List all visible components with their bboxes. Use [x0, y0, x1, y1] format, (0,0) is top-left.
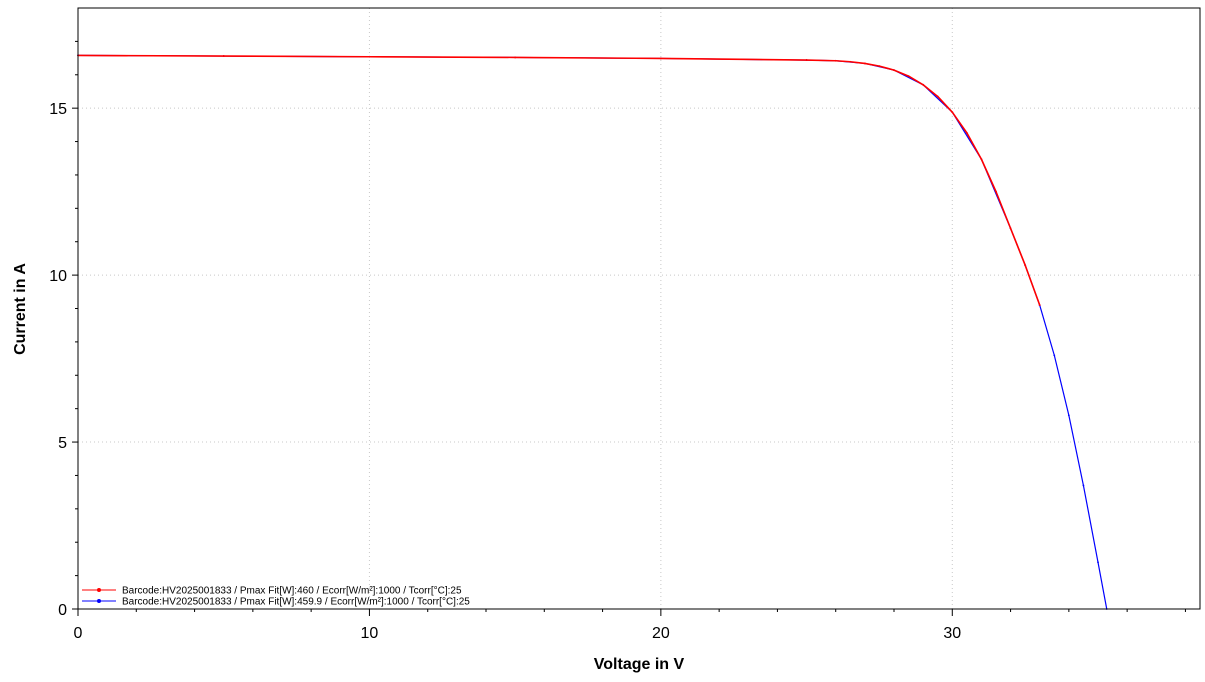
- legend-entry-1: Barcode:HV2025001833 / Pmax Fit[W]:460 /…: [122, 586, 462, 597]
- series-1-point: [980, 158, 983, 161]
- legend-entry-2: Barcode:HV2025001833 / Pmax Fit[W]:459.9…: [122, 597, 470, 608]
- series-1-point: [995, 190, 997, 193]
- x-axis-title: Voltage in V: [594, 656, 685, 673]
- series-1-point: [878, 65, 881, 67]
- y-tick-label: 10: [49, 268, 67, 285]
- x-tick-label: 20: [652, 625, 670, 642]
- x-tick-label: 10: [361, 625, 379, 642]
- legend-swatch-marker: [97, 599, 101, 603]
- series-1-point: [659, 57, 662, 60]
- x-tick-label: 0: [74, 625, 83, 642]
- series-1-point: [222, 55, 225, 57]
- series-1-point: [936, 95, 939, 98]
- y-tick-label: 5: [58, 435, 67, 452]
- series-2-point: [1067, 414, 1070, 417]
- series-1-point: [805, 59, 808, 61]
- series-1-point: [1009, 227, 1012, 230]
- x-tick-label: 30: [943, 625, 961, 642]
- y-tick-label: 0: [58, 602, 67, 619]
- y-axis-title: Current in A: [12, 263, 29, 355]
- series-2-point: [1097, 561, 1099, 564]
- y-tick-label: 15: [49, 101, 67, 118]
- series-1-point: [922, 83, 925, 86]
- series-layer: [77, 54, 1108, 610]
- grid-layer: [78, 8, 1200, 609]
- series-1-point: [1038, 304, 1041, 307]
- series-1-point: [893, 69, 895, 72]
- series-1-point: [863, 62, 866, 65]
- series-1-point: [907, 75, 910, 78]
- legend-swatch-marker: [97, 588, 101, 592]
- series-1-point: [965, 131, 968, 134]
- series-1-point: [951, 111, 954, 114]
- series-1-point: [1024, 264, 1027, 266]
- series-1-point: [514, 56, 517, 59]
- series-2-point: [1053, 354, 1056, 357]
- series-1-point: [849, 60, 852, 63]
- legend: Barcode:HV2025001833 / Pmax Fit[W]:460 /…: [82, 586, 470, 608]
- tick-layer: 0 10 20 30 0 5 10 15: [49, 40, 1186, 642]
- series-2-point: [1082, 484, 1085, 487]
- series-1-point: [834, 59, 837, 62]
- series-1-point: [368, 55, 371, 58]
